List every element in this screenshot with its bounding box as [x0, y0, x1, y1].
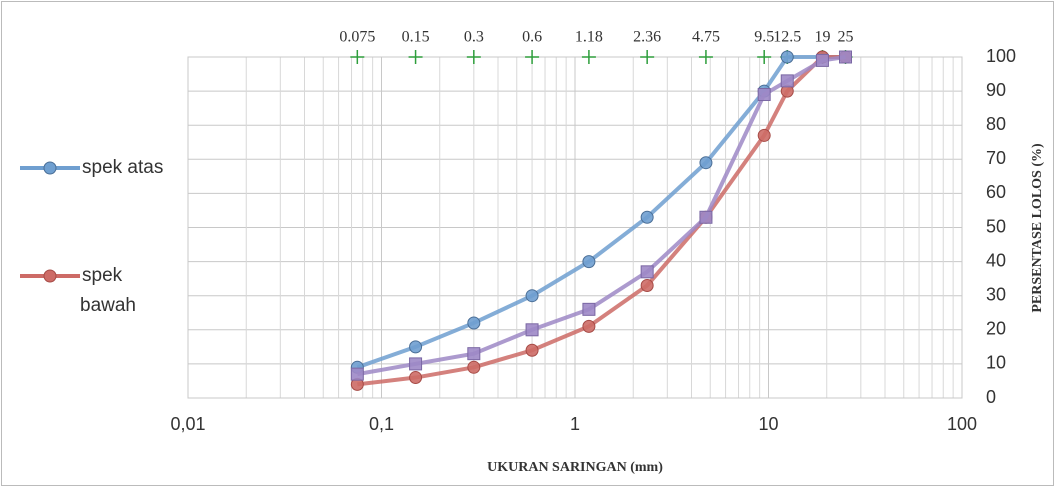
point	[781, 51, 793, 63]
chart: UKURAN SARINGAN (mm) PERSENTASE LOLOS (%…	[0, 0, 1056, 488]
x-tick-label: 10	[758, 414, 778, 434]
point	[641, 266, 653, 278]
point	[583, 256, 595, 268]
x-tick-label: 0,1	[369, 414, 394, 434]
sieve-label: 0.6	[522, 29, 542, 46]
sieve-label: 9.5	[754, 29, 774, 46]
point	[468, 317, 480, 329]
y-tick-label: 90	[986, 80, 1006, 100]
point	[410, 372, 422, 384]
sieve-label: 0.3	[464, 29, 484, 46]
x-tick-label: 0,01	[170, 414, 205, 434]
y-tick-label: 0	[986, 387, 996, 407]
y-tick-label: 50	[986, 216, 1006, 236]
sieve-label: 0.075	[339, 29, 375, 46]
legend-label: spek atas	[82, 157, 163, 178]
point	[410, 358, 422, 370]
x-tick-label: 100	[947, 414, 977, 434]
point	[468, 348, 480, 360]
y-tick-label: 60	[986, 182, 1006, 202]
point	[526, 324, 538, 336]
legend-marker	[44, 270, 56, 282]
sieve-label: 0.15	[402, 29, 430, 46]
y-tick-label: 20	[986, 319, 1006, 339]
point	[700, 157, 712, 169]
point	[583, 303, 595, 315]
y-tick-label: 40	[986, 250, 1006, 270]
y-tick-label: 100	[986, 46, 1016, 66]
point	[526, 290, 538, 302]
page: UKURAN SARINGAN (mm) PERSENTASE LOLOS (%…	[0, 0, 1056, 488]
point	[758, 129, 770, 141]
x-axis-label: UKURAN SARINGAN (mm)	[487, 460, 663, 475]
point	[816, 54, 828, 66]
point	[641, 279, 653, 291]
point	[351, 368, 363, 380]
point	[641, 211, 653, 223]
point	[700, 211, 712, 223]
point	[781, 75, 793, 87]
point	[410, 341, 422, 353]
sieve-label: 19	[814, 29, 830, 46]
y-tick-label: 80	[986, 114, 1006, 134]
point	[840, 51, 852, 63]
y-tick-label: 70	[986, 148, 1006, 168]
y-axis-label: PERSENTASE LOLOS (%)	[1030, 143, 1045, 313]
sieve-label: 4.75	[692, 29, 720, 46]
point	[583, 320, 595, 332]
x-tick-label: 1	[570, 414, 580, 434]
sieve-label: 2.36	[633, 29, 661, 46]
chart-frame	[2, 2, 1054, 486]
point	[468, 361, 480, 373]
sieve-label: 25	[838, 29, 854, 46]
legend-marker	[44, 162, 56, 174]
point	[758, 89, 770, 101]
y-tick-label: 10	[986, 353, 1006, 373]
sieve-label: 1.18	[575, 29, 603, 46]
point	[526, 344, 538, 356]
y-tick-label: 30	[986, 284, 1006, 304]
sieve-label: 12.5	[773, 29, 801, 46]
